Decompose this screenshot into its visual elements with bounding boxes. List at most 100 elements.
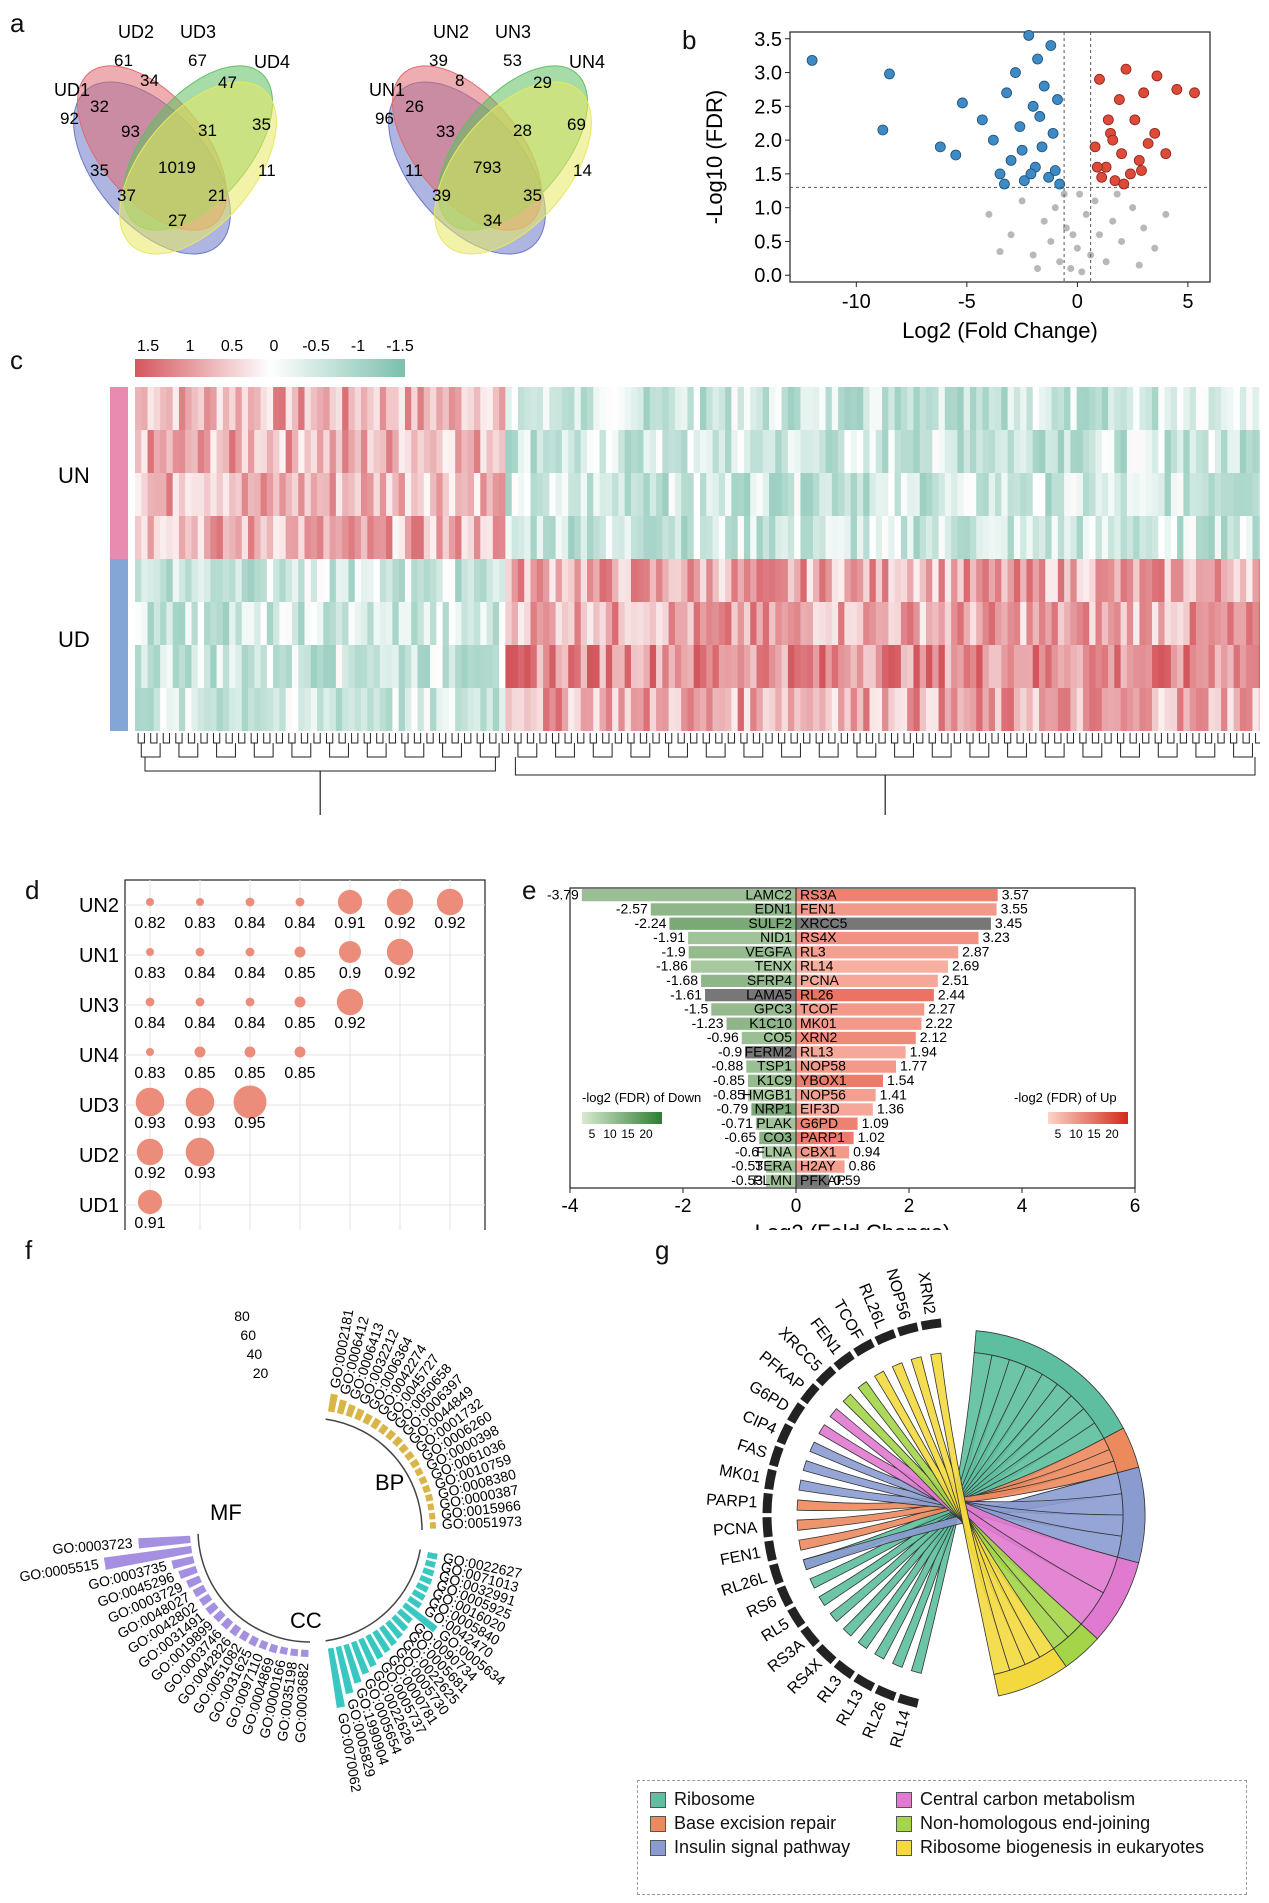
dendrogram-branch <box>627 733 635 744</box>
heatmap-cell <box>549 387 557 430</box>
heatmap-cell <box>750 645 757 688</box>
heatmap-cell <box>850 473 858 516</box>
heatmap-cell <box>919 516 927 559</box>
heatmap-cell <box>900 645 908 688</box>
heatmap-cell <box>204 387 211 430</box>
heatmap-cell <box>926 559 933 602</box>
go-bar <box>178 1565 198 1580</box>
heatmap-cell <box>304 645 312 688</box>
colorbar-tick-label: -1.5 <box>386 338 414 355</box>
heatmap-cell <box>561 516 569 559</box>
dendrogram-branch <box>253 743 274 758</box>
gene-label: PARP1 <box>800 1129 845 1145</box>
venn-count: 21 <box>208 186 227 205</box>
heatmap-cell <box>141 430 148 473</box>
heatmap-cell <box>266 473 274 516</box>
heatmap-cell <box>988 602 996 645</box>
heatmap-cell <box>605 559 613 602</box>
panel-label-d: d <box>25 875 40 905</box>
heatmap-cell <box>178 559 186 602</box>
volcano-point-down <box>1045 40 1057 51</box>
dendrogram-branch <box>1154 733 1162 744</box>
heatmap-cell <box>706 387 713 430</box>
heatmap-cell <box>210 473 218 516</box>
heatmap-cell <box>241 516 249 559</box>
heatmap-cell <box>210 602 218 645</box>
heatmap-cell <box>932 430 939 473</box>
volcano-point-down <box>1001 87 1013 99</box>
heatmap-cell <box>1051 516 1059 559</box>
venn-count: 27 <box>168 211 187 230</box>
gene-arc-segment <box>920 1318 942 1331</box>
heatmap-cell <box>882 645 889 688</box>
chord-link <box>930 1352 1011 1675</box>
heatmap-cell <box>153 387 161 430</box>
heatmap-cell <box>963 430 971 473</box>
heatmap-cell <box>1051 430 1059 473</box>
heatmap-cell <box>455 430 462 473</box>
volcano-point-ns <box>1034 264 1042 272</box>
dendrogram-branch <box>715 733 723 744</box>
bar-down <box>747 1089 796 1102</box>
bubble-value-label: 0.82 <box>134 915 165 932</box>
heatmap-cell <box>141 559 148 602</box>
heatmap-cell <box>461 559 469 602</box>
heatmap-cell <box>461 473 469 516</box>
gene-label: RL13 <box>800 1043 834 1059</box>
heatmap-cell <box>844 430 852 473</box>
venn-count: 32 <box>90 97 109 116</box>
heatmap-cell <box>317 688 324 731</box>
bar-value-label: -0.96 <box>707 1029 739 1045</box>
heatmap-cell <box>681 645 688 688</box>
plot-frame <box>569 887 1136 1189</box>
legend-label: Insulin signal pathway <box>674 1837 851 1857</box>
heatmap-cell <box>875 516 883 559</box>
heatmap-cell <box>1082 559 1090 602</box>
heatmap-cell <box>1202 473 1209 516</box>
heatmap-cell <box>373 559 381 602</box>
heatmap-cell <box>153 430 161 473</box>
heatmap-cell <box>1258 516 1260 559</box>
heatmap-cell <box>480 602 487 645</box>
heatmap-cell <box>178 688 186 731</box>
dendrogram-branch <box>1157 743 1178 758</box>
heatmap-cell <box>455 473 462 516</box>
heatmap-cell <box>1258 602 1260 645</box>
heatmap-cell <box>323 387 331 430</box>
heatmap-cell <box>813 559 820 602</box>
heatmap-cell <box>373 688 381 731</box>
heatmap-cell <box>756 559 764 602</box>
heatmap-cell <box>605 430 613 473</box>
heatmap-cell <box>1051 387 1059 430</box>
bubble <box>136 1138 164 1166</box>
heatmap-cell <box>448 430 456 473</box>
volcano-point-up <box>1118 178 1130 190</box>
heatmap-cell <box>442 516 450 559</box>
bubble-value-label: 0.91 <box>334 915 365 932</box>
heatmap-cell <box>361 645 368 688</box>
heatmap-cell <box>191 559 199 602</box>
volcano-point-down <box>934 141 946 153</box>
gene-label: G6PD <box>800 1115 838 1131</box>
heatmap-cell <box>1045 688 1052 731</box>
heatmap-cell <box>1007 645 1015 688</box>
heatmap-cell <box>499 387 506 430</box>
heatmap-cell <box>838 602 845 645</box>
heatmap-cell <box>229 516 236 559</box>
heatmap-cell <box>794 516 801 559</box>
bar-down <box>746 1060 796 1073</box>
heatmap-cell <box>1108 559 1115 602</box>
heatmap-cell <box>869 688 877 731</box>
heatmap-cell <box>769 645 776 688</box>
heatmap-cell <box>1108 645 1115 688</box>
gene-label: PCNA <box>713 1520 759 1540</box>
heatmap-cell <box>379 602 387 645</box>
dendrogram-branch <box>1029 733 1037 744</box>
heatmap-cell <box>304 602 312 645</box>
heatmap-cell <box>455 688 462 731</box>
heatmap-cell <box>900 559 908 602</box>
heatmap-cell <box>693 559 701 602</box>
heatmap-cell <box>524 387 531 430</box>
panel-label-c: c <box>10 345 23 375</box>
